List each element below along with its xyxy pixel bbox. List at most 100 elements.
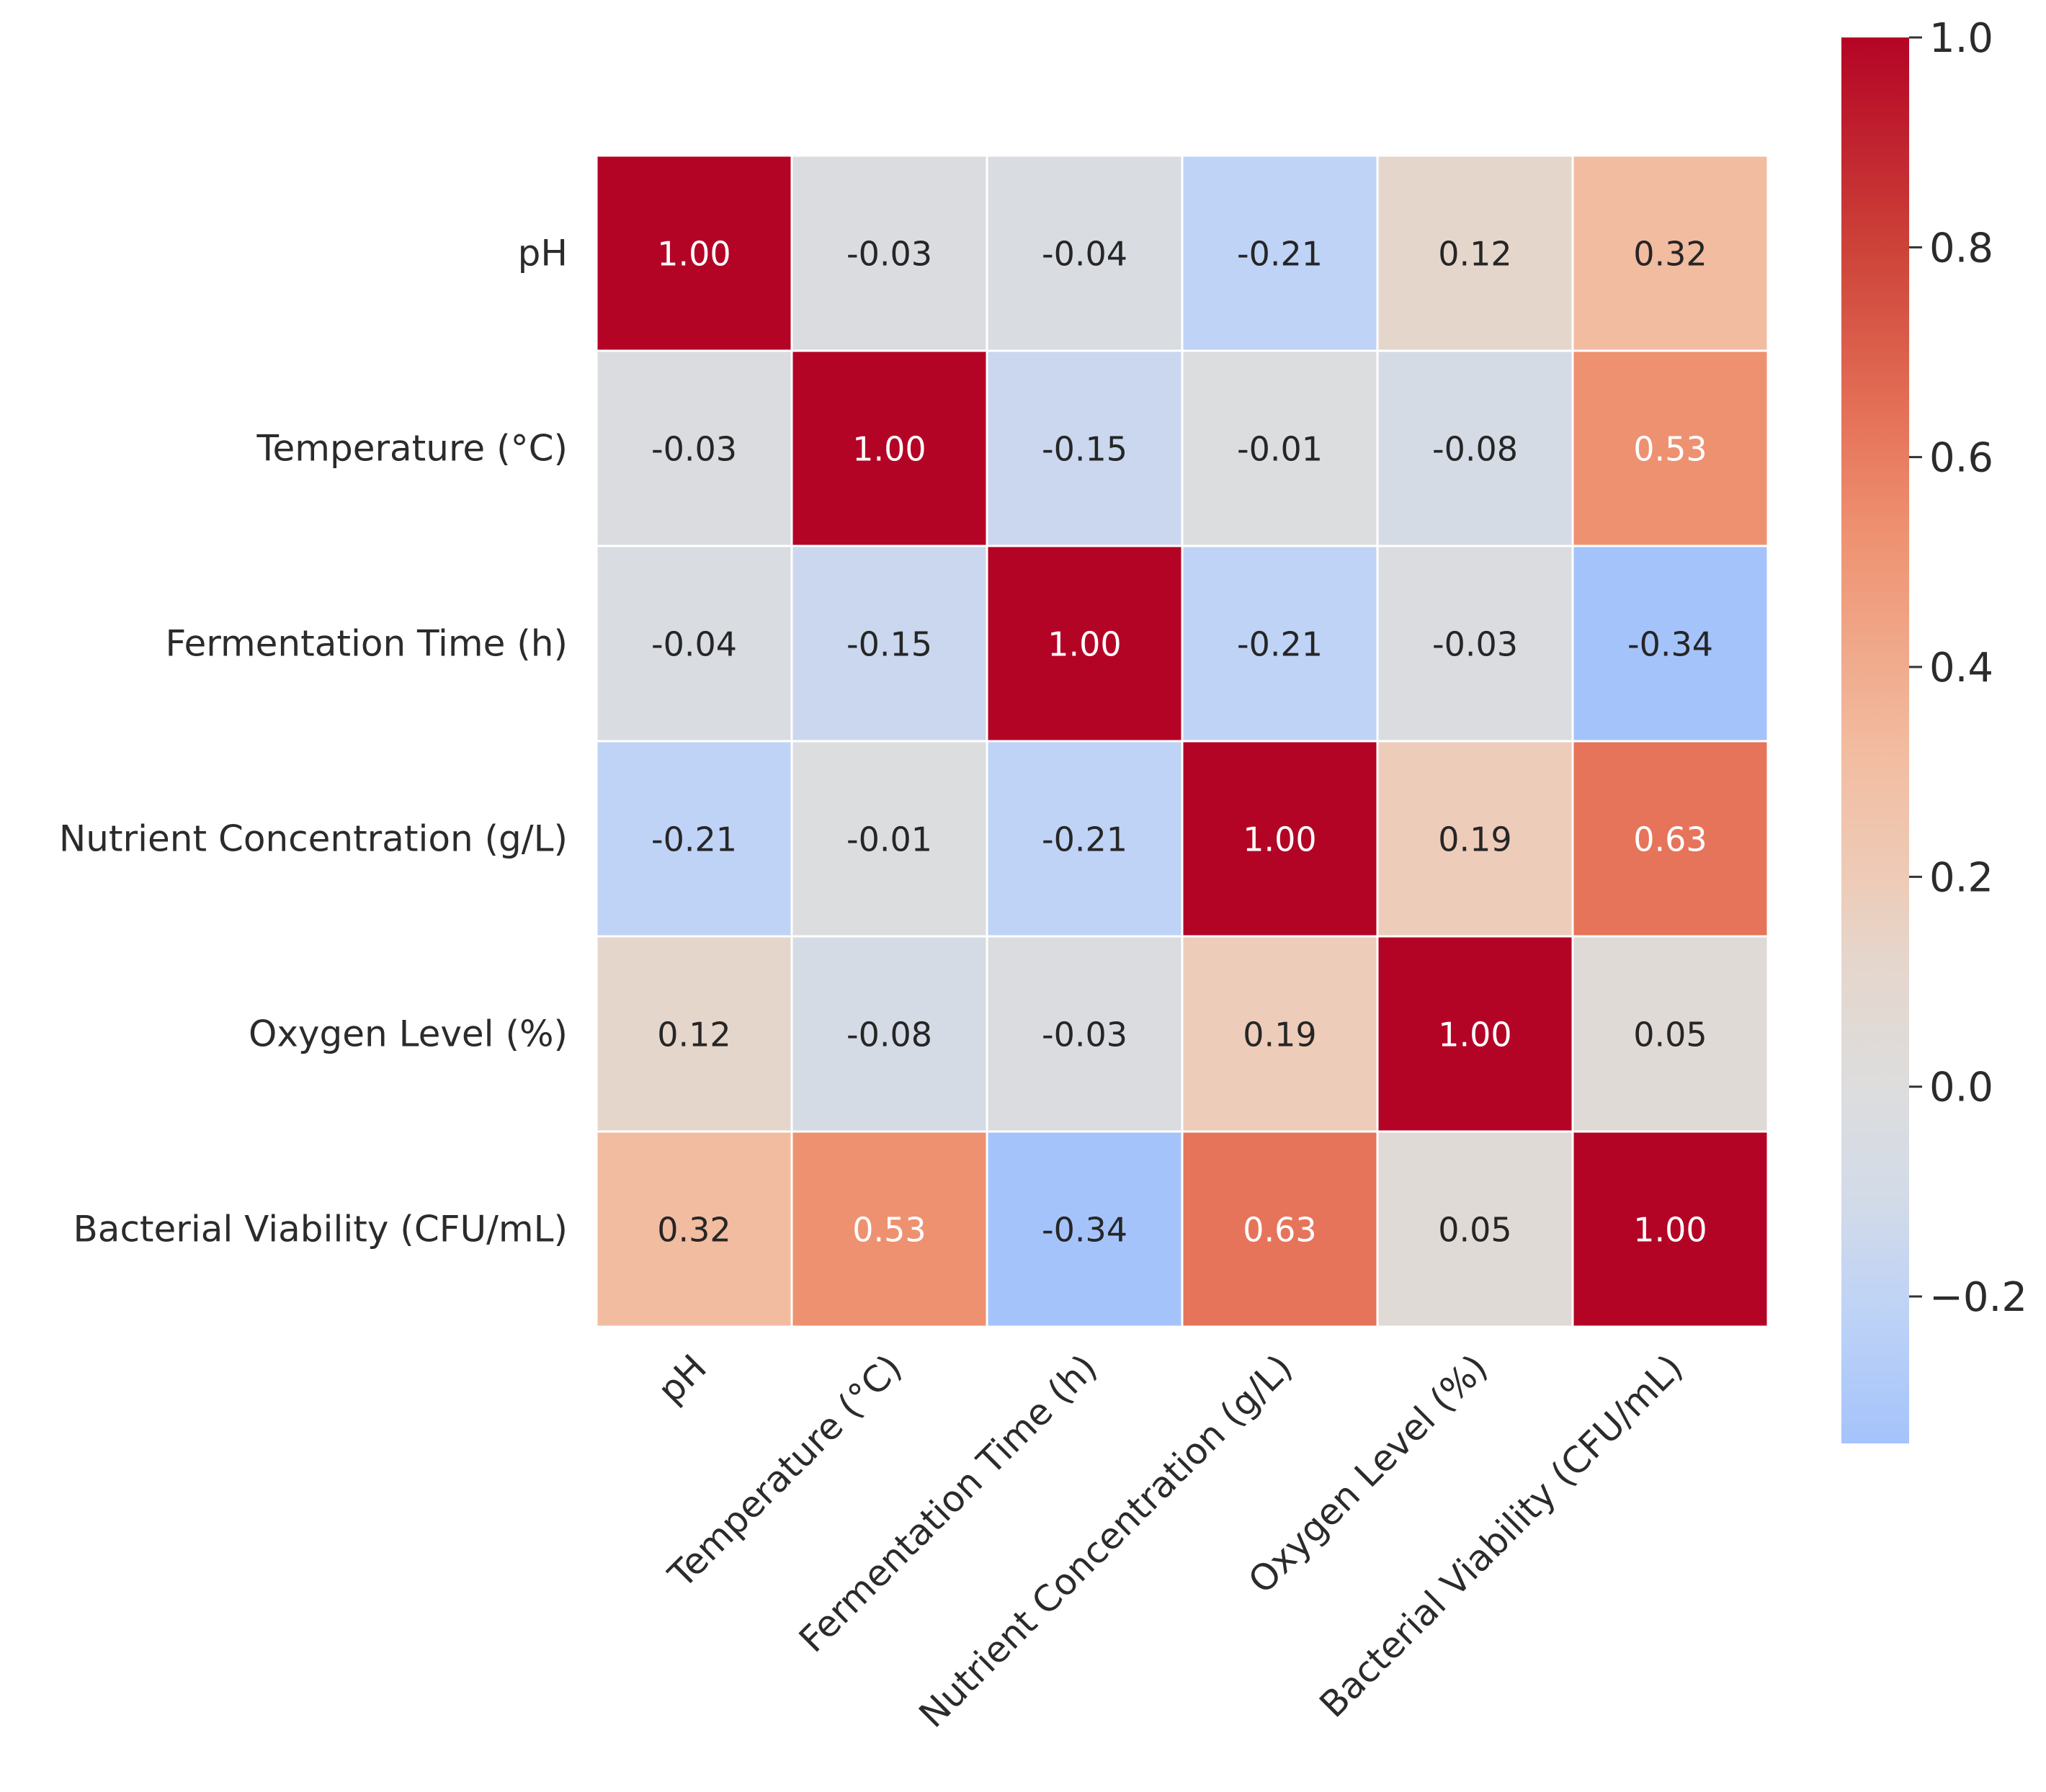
heatmap-cell: -0.01 [1181,349,1379,547]
cell-value-label: -0.08 [1432,430,1518,469]
heatmap-cell-rect [790,545,988,743]
heatmap-cell-rect [1181,1130,1379,1328]
heatmap-cell: -0.03 [1376,545,1574,743]
cell-value-label: -0.01 [846,820,932,859]
heatmap-cell: -0.03 [986,935,1184,1133]
heatmap-cell-rect [1571,545,1769,743]
heatmap-cell-rect [595,740,793,938]
cell-value-label: -0.03 [1432,625,1518,664]
row-label: Nutrient Concentration (g/L) [59,818,568,860]
cell-value-label: 0.32 [657,1211,731,1250]
cell-value-label: 1.00 [852,430,926,469]
heatmap-cell-rect [1181,740,1379,938]
cell-value-label: 0.12 [1438,235,1511,274]
colorbar-tick-label: 0.0 [1929,1065,1993,1111]
colorbar-tick-label: 1.0 [1929,15,1993,62]
cell-value-label: 1.00 [1633,1211,1707,1250]
cell-value-label: 1.00 [657,235,731,274]
heatmap-cell-rect [1376,1130,1574,1328]
heatmap-cell-rect [1181,935,1379,1133]
heatmap-cell: -0.04 [986,154,1184,352]
colorbar-tick-label: −0.2 [1929,1274,2027,1321]
heatmap-cell: 1.00 [1181,740,1379,938]
cell-value-label: -0.04 [651,625,737,664]
heatmap-cell-rect [1376,154,1574,352]
heatmap-cell-rect [1571,1130,1769,1328]
heatmap-cell-rect [790,154,988,352]
cell-value-label: 0.19 [1243,1016,1316,1054]
heatmap-cell-rect [1181,154,1379,352]
row-label: pH [518,233,568,274]
cell-value-label: -0.03 [846,235,932,274]
heatmap-cell-rect [595,935,793,1133]
heatmap-cell-rect [1571,935,1769,1133]
cell-value-label: 0.53 [1633,430,1707,469]
row-labels: pH Temperature (°C) Fermentation Time (h) N… [59,233,568,1250]
heatmap-cell-rect [1181,349,1379,547]
heatmap-cell-rect [790,349,988,547]
cell-value-label: 1.00 [1243,820,1316,859]
heatmap-cell: 0.12 [595,935,793,1133]
cell-value-label: 1.00 [1047,625,1121,664]
column-label: pH [650,1346,715,1411]
cell-value-label: -0.03 [1042,1016,1127,1054]
colorbar-tick-label: 0.8 [1929,225,1993,272]
column-label: Bacterial Viability (CFU/mL) [1312,1346,1691,1725]
heatmap-cell: 0.05 [1376,1130,1574,1328]
heatmap-cell: 0.53 [790,1130,988,1328]
heatmap-cell-rect [1571,740,1769,938]
cell-value-label: -0.01 [1237,430,1323,469]
heatmap-cell: -0.21 [1181,545,1379,743]
heatmap-cell-rect [1571,154,1769,352]
cell-value-label: 0.05 [1633,1016,1707,1054]
heatmap-cell-rect [1571,349,1769,547]
row-label: Fermentation Time (h) [166,623,568,665]
cell-value-label: 0.12 [657,1016,731,1054]
cell-value-label: 0.19 [1438,820,1511,859]
heatmap-cell: -0.01 [790,740,988,938]
cell-value-label: 0.53 [852,1211,926,1250]
cell-value-label: 0.05 [1438,1211,1511,1250]
heatmap-cell: 1.00 [595,154,793,352]
heatmap-cell-rect [595,545,793,743]
colorbar-tick-label: 0.2 [1929,854,1993,901]
heatmap-cell: 0.32 [595,1130,793,1328]
heatmap-cell: -0.21 [1181,154,1379,352]
heatmap-cell-rect [1376,935,1574,1133]
heatmap-cell: -0.03 [790,154,988,352]
column-label: Nutrient Concentration (g/L) [911,1346,1300,1735]
colorbar-gradient [1841,37,1909,1443]
cell-value-label: -0.21 [651,820,737,859]
heatmap-cell-rect [986,545,1184,743]
cell-value-label: -0.03 [651,430,737,469]
heatmap-cell: 1.00 [1571,1130,1769,1328]
cell-value-label: -0.04 [1042,235,1127,274]
heatmap-cell-rect [595,154,793,352]
colorbar-tick-label: 0.6 [1929,435,1993,482]
cell-value-label: 1.00 [1438,1016,1511,1054]
heatmap-cell: 0.19 [1376,740,1574,938]
heatmap-cell-rect [1181,545,1379,743]
heatmap-cell: -0.03 [595,349,793,547]
cell-value-label: -0.34 [1042,1211,1127,1250]
heatmap-cell: -0.21 [595,740,793,938]
row-label: Oxygen Level (%) [249,1013,568,1055]
heatmap-cell: 0.63 [1181,1130,1379,1328]
heatmap-cell: -0.15 [790,545,988,743]
cell-value-label: 0.32 [1633,235,1707,274]
heatmap-cell: 1.00 [790,349,988,547]
heatmap-cell: -0.08 [1376,349,1574,547]
heatmap-cell-rect [595,1130,793,1328]
heatmap-cell-rect [986,154,1184,352]
heatmap-cell: -0.21 [986,740,1184,938]
cell-value-label: 0.63 [1633,820,1707,859]
cell-value-label: -0.34 [1627,625,1713,664]
heatmap-cell: 0.32 [1571,154,1769,352]
heatmap-cell: 0.53 [1571,349,1769,547]
cell-value-label: -0.15 [1042,430,1127,469]
colorbar: 1.0 0.8 0.6 0.4 0.2 0.0 −0.2 [1841,15,2027,1443]
cell-value-label: -0.21 [1042,820,1127,859]
heatmap-cell-rect [1376,740,1574,938]
